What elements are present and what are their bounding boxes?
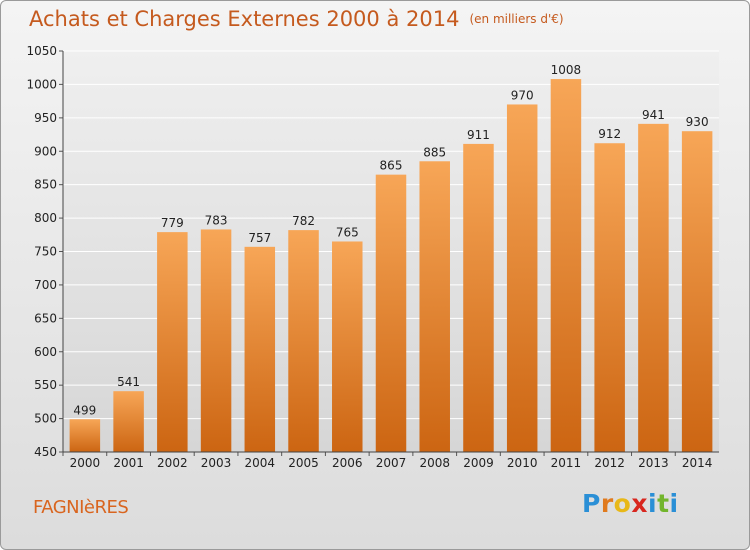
value-label: 912: [598, 127, 621, 141]
bar-2005: [288, 230, 319, 452]
chart-subtitle: (en milliers d'€): [469, 12, 564, 26]
value-label: 779: [161, 216, 184, 230]
bar-2014: [681, 131, 713, 452]
x-tick-label: 2010: [507, 456, 538, 470]
x-tick-label: 2002: [157, 456, 188, 470]
bar-2013: [638, 123, 669, 453]
x-tick-label: 2006: [332, 456, 363, 470]
x-tick-label: 2005: [288, 456, 319, 470]
value-label: 911: [467, 128, 490, 142]
x-tick-label: 2008: [419, 456, 450, 470]
logo-letter: r: [600, 489, 614, 518]
value-label: 1008: [551, 63, 582, 77]
value-label: 757: [248, 231, 271, 245]
x-tick-label: 2011: [551, 456, 582, 470]
logo-letter: x: [631, 489, 648, 518]
y-tick-label: 900: [34, 144, 57, 158]
value-label: 783: [205, 213, 228, 227]
value-label: 885: [423, 145, 446, 159]
y-tick-label: 650: [34, 311, 57, 325]
bar-2003: [200, 229, 232, 452]
bar-2004: [244, 246, 276, 452]
bar-2012: [594, 143, 625, 453]
x-tick-label: 2009: [463, 456, 494, 470]
logo-letter: i: [669, 489, 679, 518]
y-tick-label: 1000: [26, 77, 57, 91]
proxiti-logo: Proxiti: [582, 489, 679, 518]
value-label: 782: [292, 214, 315, 228]
y-tick-label: 550: [34, 378, 57, 392]
y-tick-label: 800: [34, 211, 57, 225]
bar-2006: [332, 241, 363, 452]
y-tick-label: 700: [34, 278, 57, 292]
x-tick-label: 2014: [682, 456, 713, 470]
value-label: 941: [642, 108, 665, 122]
bar-2011: [550, 79, 582, 452]
value-label: 970: [511, 88, 534, 102]
x-tick-label: 2000: [70, 456, 101, 470]
bar-2009: [463, 143, 494, 453]
x-tick-label: 2007: [376, 456, 407, 470]
logo-letter: t: [657, 489, 670, 518]
logo-letter: i: [648, 489, 658, 518]
x-tick-label: 2012: [594, 456, 625, 470]
y-tick-label: 1050: [26, 44, 57, 58]
commune-name: FAGNIèRES: [33, 497, 129, 518]
x-tick-label: 2003: [201, 456, 232, 470]
bar-2001: [113, 391, 144, 452]
value-label: 765: [336, 225, 359, 239]
bar-2010: [506, 104, 538, 452]
y-tick-label: 600: [34, 345, 57, 359]
y-tick-label: 750: [34, 245, 57, 259]
x-tick-label: 2001: [113, 456, 144, 470]
y-tick-label: 450: [34, 445, 57, 459]
value-label: 930: [686, 115, 709, 129]
value-label: 865: [380, 159, 403, 173]
bar-2008: [419, 161, 450, 452]
value-label: 541: [117, 375, 140, 389]
bar-2000: [69, 419, 101, 452]
bar-2002: [157, 232, 188, 452]
logo-letter: o: [613, 489, 632, 518]
value-label: 499: [73, 403, 96, 417]
chart-title: Achats et Charges Externes 2000 à 2014 (e…: [29, 7, 564, 31]
y-tick-label: 500: [34, 412, 57, 426]
y-tick-label: 950: [34, 111, 57, 125]
y-tick-label: 850: [34, 178, 57, 192]
title-text: Achats et Charges Externes 2000 à 2014: [29, 7, 460, 31]
logo-letter: P: [582, 489, 601, 518]
x-tick-label: 2004: [245, 456, 276, 470]
x-tick-label: 2013: [638, 456, 669, 470]
bar-2007: [375, 174, 407, 452]
